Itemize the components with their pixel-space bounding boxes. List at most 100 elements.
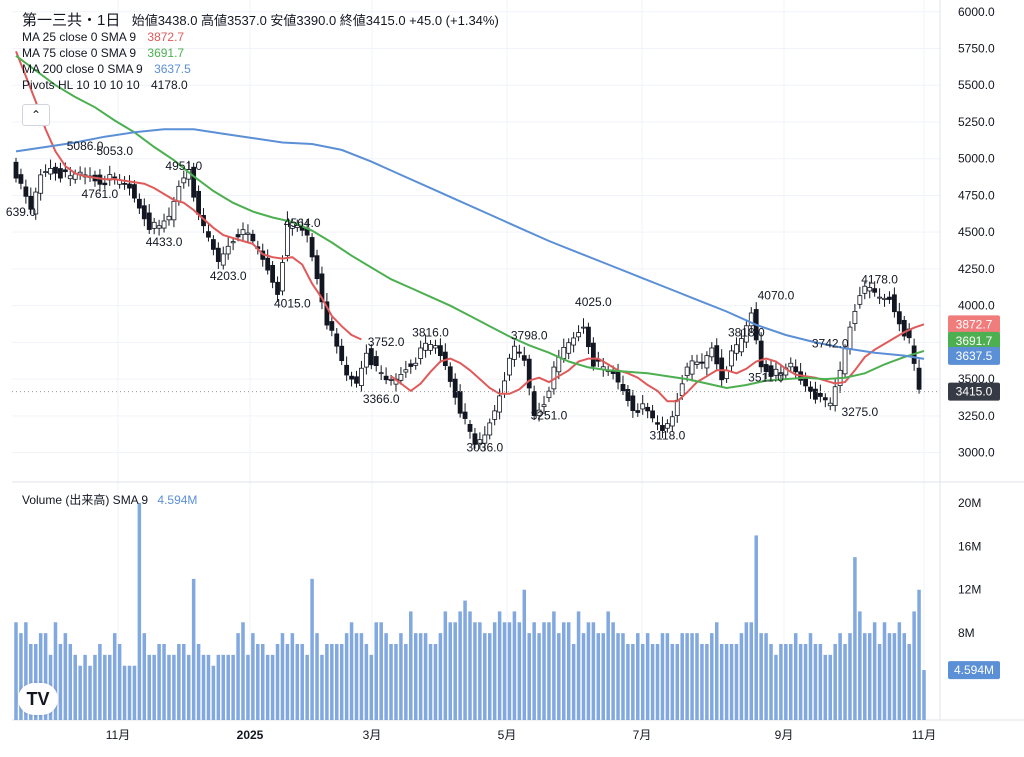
volume-bar [418,633,423,720]
candle-down [235,234,241,238]
volume-bar [739,633,744,720]
pivot-label: 4203.0 [210,269,247,283]
symbol-title[interactable]: 第一三共・1日 [22,12,121,29]
candle-up [674,399,680,416]
volume-bar [754,535,758,720]
indicator-row-ma75[interactable]: MA 75 close 0 SMA 9 3691.7 [22,45,499,61]
candle-down [344,364,350,376]
price-tick-label: 5500.0 [958,78,995,92]
volume-bar [483,633,487,720]
time-tick-label: 5月 [498,728,517,742]
candle-down [102,182,108,186]
candle-down [896,311,902,325]
volume-tick-label: 16M [958,539,981,553]
volume-bar [463,600,467,720]
volume-bar [853,557,857,720]
pivot-label: 3816.0 [412,326,449,340]
candle-down [112,176,118,179]
candle-up [428,344,433,351]
candle-down [758,340,764,368]
candle-up [67,175,73,180]
candle-up [398,374,404,381]
volume-bar [655,644,660,720]
volume-bar [295,644,300,720]
candle-up [536,409,542,416]
volume-bar [43,633,48,720]
volume-bar [413,633,418,720]
volume-bar [848,633,852,720]
candle-down [324,301,330,326]
candle-up [378,372,384,375]
candle-down [808,386,813,392]
volume-bar [14,622,18,720]
volume-bar [492,622,497,720]
price-axis: 6000.0 5750.0 5500.0 5250.0 5000.0 4750.0 4500… [958,5,995,460]
volume-bar [448,622,453,720]
ma-line [15,51,362,341]
candle-up [882,297,887,300]
candle-up [877,296,882,299]
candle-down [586,326,591,348]
candle-down [62,169,68,173]
volume-bar [206,654,211,720]
candle-down [472,433,478,445]
candle-up [862,285,868,294]
volume-legend[interactable]: Volume (出来高) SMA 9 4.594M [22,491,197,508]
volume-bar [256,644,260,720]
price-tick-label: 3000.0 [958,446,995,460]
volume-bar [162,644,166,720]
candle-up [38,174,44,194]
volume-bar [117,644,122,720]
volume-bar [157,644,161,720]
volume-bar [300,644,304,720]
volume-bar [19,633,23,720]
volume-bar [468,611,472,720]
volume-bar [310,578,314,720]
volume-bar [132,665,137,720]
candle-up [151,221,157,229]
pivot-label: 5053.0 [96,144,133,158]
indicator-value: 3637.5 [154,62,191,76]
candle-down [625,389,631,401]
candle-down [28,195,34,210]
candle-down [635,410,641,413]
volume-bar [779,644,783,720]
volume-bar [784,644,788,720]
indicator-label: MA 25 close 0 SMA 9 [22,30,137,44]
candle-up [561,346,567,359]
candle-up [240,229,246,235]
candle-down [127,183,132,189]
pivot-label: 4015.0 [274,296,311,310]
volume-bar [705,644,709,720]
indicator-row-pivots[interactable]: Pivots HL 10 10 10 10 4178.0 [22,77,499,93]
volume-bar [843,644,847,720]
volume-bar [665,633,670,720]
candle-down [206,231,211,238]
pivot-label: 3275.0 [841,405,878,419]
candle-down [901,319,907,337]
time-tick-label: 9月 [775,728,794,742]
candle-up [482,434,488,444]
candle-down [339,345,345,362]
candle-down [146,212,152,230]
candle-down [18,174,24,184]
volume-bar [897,622,902,720]
volume-bar [813,644,818,720]
indicator-row-ma25[interactable]: MA 25 close 0 SMA 9 3872.7 [22,29,499,45]
pivot-label: 3742.0 [812,337,849,351]
volume-bar [749,622,754,720]
collapse-legend-button[interactable]: ⌃ [22,104,50,126]
volume-bar [818,644,823,720]
candle-down [368,348,374,366]
price-tag-label: 3415.0 [956,385,993,399]
volume-bar [270,654,275,720]
indicator-row-ma200[interactable]: MA 200 close 0 SMA 9 3637.5 [22,61,499,77]
volume-bar [502,622,507,720]
tradingview-logo[interactable]: TV [18,683,58,715]
volume-bar [53,622,58,720]
volume-tick-label: 20M [958,496,981,510]
volume-bar [557,633,561,720]
candle-up [748,312,754,327]
